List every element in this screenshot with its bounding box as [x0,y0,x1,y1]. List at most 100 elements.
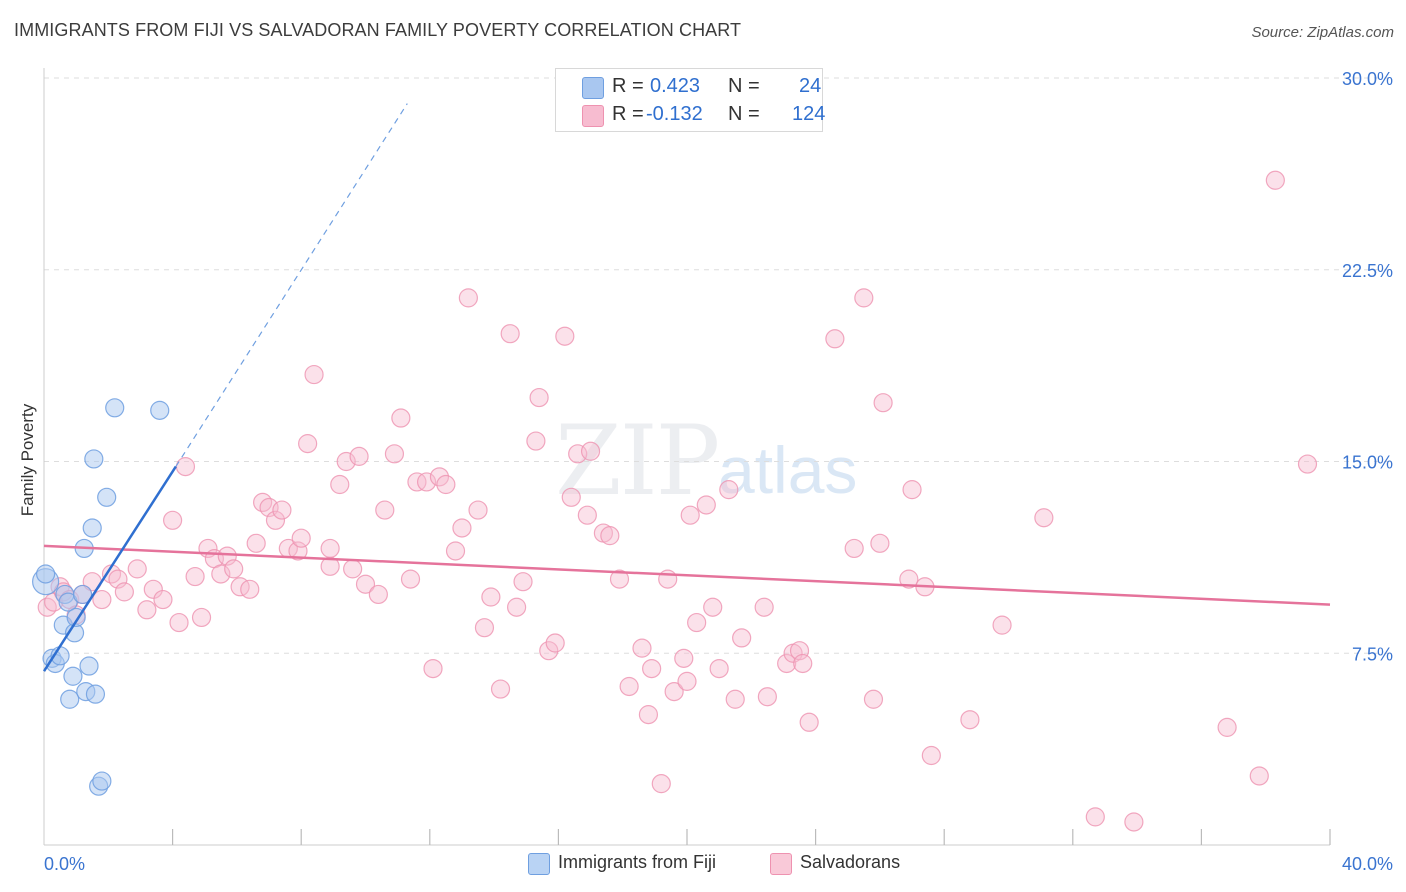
salvadorans-point [732,628,752,648]
salvadorans-point [240,579,260,599]
salvadorans-point [1034,508,1054,528]
legend-r-value: -0.132 [646,103,703,125]
salvadorans-point [793,653,813,674]
salvadorans-point [545,633,565,653]
salvadorans-point [799,712,819,732]
salvadorans-point [580,441,601,461]
salvadorans-point [185,566,205,587]
bottom-legend-swatch-fiji [528,853,550,875]
salvadorans-point [1297,454,1318,474]
salvadorans-point [687,612,707,633]
salvadorans-point [407,472,427,492]
salvadorans-point [854,288,874,308]
salvadorans-point [330,474,350,495]
bottom-legend-label-salvadorans: Salvadorans [800,852,901,872]
salvadorans-point [600,526,620,546]
salvadorans-point [921,745,941,766]
salvadorans-point [577,505,597,525]
legend-n-label: N = [728,75,760,97]
salvadorans-point [651,774,671,794]
salvadorans-point [703,597,723,617]
salvadorans-point [37,597,57,617]
salvadorans-point [757,687,777,707]
salvadorans-point [375,500,395,520]
salvadorans-point [468,500,488,520]
salvadorans-trendline [43,544,1331,606]
salvadorans-point [288,541,308,561]
salvadorans-point [452,518,472,538]
salvadorans-point [355,574,376,594]
fiji-point [63,666,83,686]
salvadorans-point [291,528,311,548]
salvadorans-point [304,364,324,385]
fiji-point [72,584,93,605]
salvadorans-point [474,618,495,638]
y-tick-label: 7.5% [1352,644,1393,664]
salvadorans-point [191,607,212,628]
salvadorans-point [137,600,157,620]
fiji-point [97,487,117,507]
salvadorans-point [400,569,421,589]
legend-swatch-fiji [582,77,604,99]
salvadorans-point [725,689,745,709]
salvadorans-point [114,582,134,602]
y-tick-label: 30.0% [1342,69,1393,89]
salvadorans-point [709,658,729,679]
fiji-point [60,689,80,709]
salvadorans-point [526,431,546,451]
salvadorans-point [272,500,292,520]
fiji-point [84,449,104,469]
salvadorans-point [320,556,340,576]
fiji-point [82,518,102,538]
legend-n-label: N = [728,103,760,125]
salvadorans-point [789,641,810,661]
salvadorans-point [696,495,716,515]
salvadorans-point [539,641,559,661]
fiji-point [92,771,112,791]
fiji-trendline-extension [175,103,408,467]
salvadorans-point [899,569,919,589]
salvadorans-point [658,569,678,589]
salvadorans-point [436,474,456,495]
salvadorans-point [873,393,893,413]
x-tick-label: 0.0% [44,854,85,874]
salvadorans-point [320,538,340,559]
salvadorans-point [754,597,774,617]
fiji-point [36,564,56,584]
salvadorans-point [674,648,694,668]
legend-swatch-salvadorans [582,105,604,127]
salvadorans-point [1124,812,1144,832]
salvadorans-point [619,676,639,697]
salvadorans-point [642,658,662,679]
salvadorans-point [677,671,697,691]
salvadorans-point [870,533,890,553]
source-label: Source: ZipAtlas.com [1251,24,1394,41]
y-tick-label: 15.0% [1342,453,1393,473]
legend-n-value: 24 [799,75,822,97]
salvadorans-point [664,681,684,702]
watermark-atlas: atlas [718,433,858,507]
salvadorans-point [490,679,511,699]
salvadorans-point [349,446,369,466]
salvadorans-point [384,444,405,464]
legend-r-label: R = [612,103,644,125]
salvadorans-point [343,559,363,579]
salvadorans-point [368,584,388,605]
salvadorans-point [555,326,575,346]
x-tick-label: 40.0% [1342,854,1393,874]
salvadorans-point [163,510,183,530]
legend-r-label: R = [612,75,644,97]
y-tick-label: 22.5% [1342,261,1393,281]
fiji-point [79,656,99,676]
salvadorans-point [429,467,450,487]
salvadorans-point [391,408,411,428]
salvadorans-point [992,615,1012,635]
salvadorans-point [500,324,520,344]
salvadorans-point [253,492,273,513]
salvadorans-point [825,329,845,349]
legend-row-fiji: R = 0.423 N = 24 [556,73,822,101]
salvadorans-point [719,480,739,500]
salvadorans-point [445,541,466,561]
salvadorans-point [416,472,437,492]
